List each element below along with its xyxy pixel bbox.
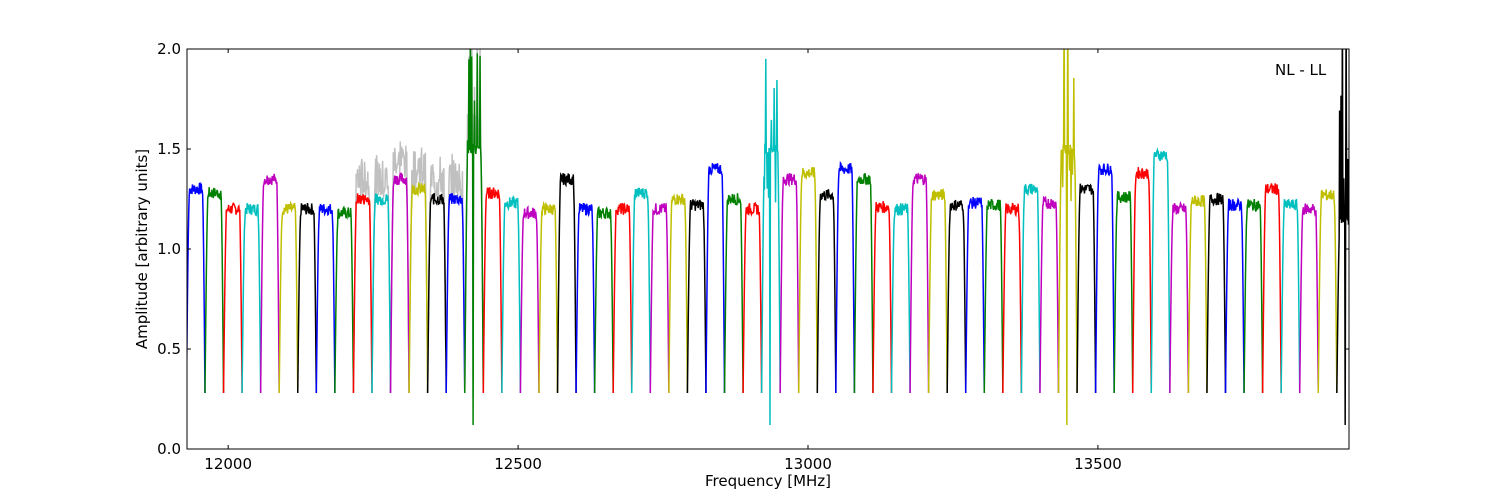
subband-curve <box>723 193 744 394</box>
subband-curve <box>1298 203 1320 394</box>
subband-curve <box>1224 197 1245 394</box>
y-tick-label: 1.5 <box>157 140 181 158</box>
subband-curve <box>1057 49 1078 426</box>
subband-curve <box>872 201 893 394</box>
subband-curve <box>816 188 837 394</box>
reference-curve <box>371 155 392 394</box>
x-axis-label: Frequency [MHz] <box>705 472 831 490</box>
subband-curve <box>1150 147 1171 394</box>
subband-curve <box>482 187 503 394</box>
subband-curve <box>1131 167 1153 394</box>
subband-curve <box>1094 163 1115 394</box>
subband-curve <box>779 173 800 394</box>
subband-curve <box>742 201 763 394</box>
x-tick-label: 12000 <box>204 455 252 473</box>
subband-curve <box>445 193 466 394</box>
subband-curve <box>909 172 930 394</box>
plot-frame <box>186 48 1350 450</box>
reference-curve <box>445 153 466 394</box>
subband-curve <box>1113 190 1134 394</box>
subband-curve <box>1355 9 1374 425</box>
subband-curve <box>1243 198 1264 394</box>
subband-curve <box>964 196 986 394</box>
subband-curve <box>853 173 874 394</box>
subband-curve <box>686 198 707 394</box>
y-tick-label: 0.0 <box>157 440 181 458</box>
subband-curve <box>1076 183 1097 394</box>
subband-curve <box>593 205 614 394</box>
subband-curve <box>1317 189 1338 394</box>
subband-curve <box>946 199 967 394</box>
subband-curve <box>187 181 206 394</box>
subband-curve <box>1187 195 1208 394</box>
subband-curve <box>1020 183 1041 394</box>
subband-curve <box>835 160 856 394</box>
subband-curve <box>222 201 243 394</box>
subband-curve <box>315 204 336 394</box>
y-tick-label: 0.5 <box>157 340 181 358</box>
subband-curve <box>241 203 262 394</box>
subband-curve <box>556 172 577 394</box>
subband-curve <box>259 173 280 394</box>
subband-curve <box>278 200 299 394</box>
subband-curve <box>408 181 429 394</box>
subband-curve <box>352 193 373 394</box>
subband-curve <box>797 166 819 394</box>
subband-curve <box>612 202 633 394</box>
reference-curve <box>408 147 429 394</box>
subband-curve <box>927 188 948 394</box>
subband-curve <box>296 203 318 394</box>
subband-curve <box>705 163 726 394</box>
subband-curve <box>649 203 670 394</box>
y-tick-label: 1.0 <box>157 240 181 258</box>
annotation-label: NL - LL <box>1275 61 1327 79</box>
x-tick-label: 12500 <box>494 455 542 473</box>
x-tick-label: 13500 <box>1074 455 1122 473</box>
subband-curve <box>1336 49 1349 426</box>
y-tick-label: 2.0 <box>157 40 181 58</box>
subband-curve <box>630 187 652 394</box>
subband-curve <box>371 193 392 394</box>
reference-curve <box>352 158 373 394</box>
subband-curve <box>1039 195 1060 394</box>
subband-curve <box>1002 202 1023 394</box>
subband-curve <box>890 203 911 394</box>
subband-curve <box>1261 183 1282 394</box>
subband-curve <box>519 204 540 394</box>
subband-curve <box>538 200 559 394</box>
subband-curve <box>389 171 410 394</box>
subband-curve <box>334 205 355 394</box>
subband-curve <box>1169 200 1190 394</box>
reference-curve <box>426 156 447 394</box>
subband-curve <box>501 194 522 394</box>
subband-curve <box>426 193 447 394</box>
subband-curve <box>1206 192 1227 394</box>
x-tick-label: 13000 <box>784 455 832 473</box>
subband-curve <box>463 49 485 426</box>
axis-ticks: 12000 12500 13000 13500 0.0 0.5 1.0 1.5 2.0 <box>157 40 1349 473</box>
subband-curve <box>983 198 1004 394</box>
subband-curve <box>1280 198 1301 394</box>
y-axis-label: Amplitude [arbitrary units] <box>133 149 151 349</box>
subband-curve <box>668 193 689 394</box>
subband-curve <box>760 58 781 426</box>
plot-curves <box>187 9 1374 426</box>
subband-curve <box>204 187 225 394</box>
subband-curve <box>575 203 596 394</box>
